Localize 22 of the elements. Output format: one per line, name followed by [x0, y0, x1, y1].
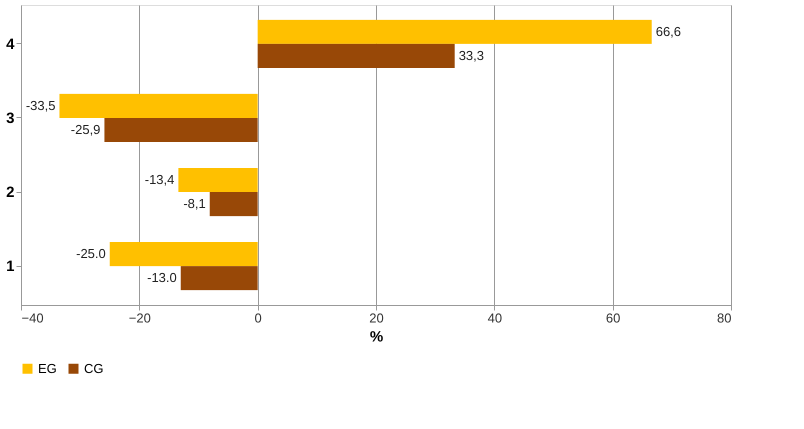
- legend-label: EG: [38, 360, 57, 376]
- data-label: -33,5: [26, 98, 56, 113]
- data-label: -25,9: [70, 122, 100, 137]
- data-label: 66,6: [656, 24, 682, 39]
- y-tick-label: 1: [6, 258, 14, 276]
- data-label: -13,4: [144, 172, 174, 187]
- x-tick-label: 0: [254, 310, 262, 326]
- x-tick-label: 60: [606, 310, 620, 326]
- legend-label: CG: [84, 360, 104, 376]
- x-tick-label: 20: [369, 310, 384, 326]
- data-label: -13.0: [147, 270, 177, 286]
- x-tick-label: 80: [717, 310, 732, 326]
- data-label: -8,1: [183, 196, 206, 212]
- y-tick-label: 2: [6, 184, 14, 202]
- y-tick-label: 4: [6, 36, 16, 53]
- y-tick-label: 3: [6, 110, 14, 127]
- x-tick-label: 40: [488, 310, 502, 326]
- x-axis-title: %: [370, 328, 384, 346]
- x-tick-label: −40: [22, 310, 44, 326]
- data-label: -25.0: [76, 246, 106, 262]
- data-label: 33,3: [458, 48, 484, 63]
- x-tick-label: −20: [128, 310, 151, 326]
